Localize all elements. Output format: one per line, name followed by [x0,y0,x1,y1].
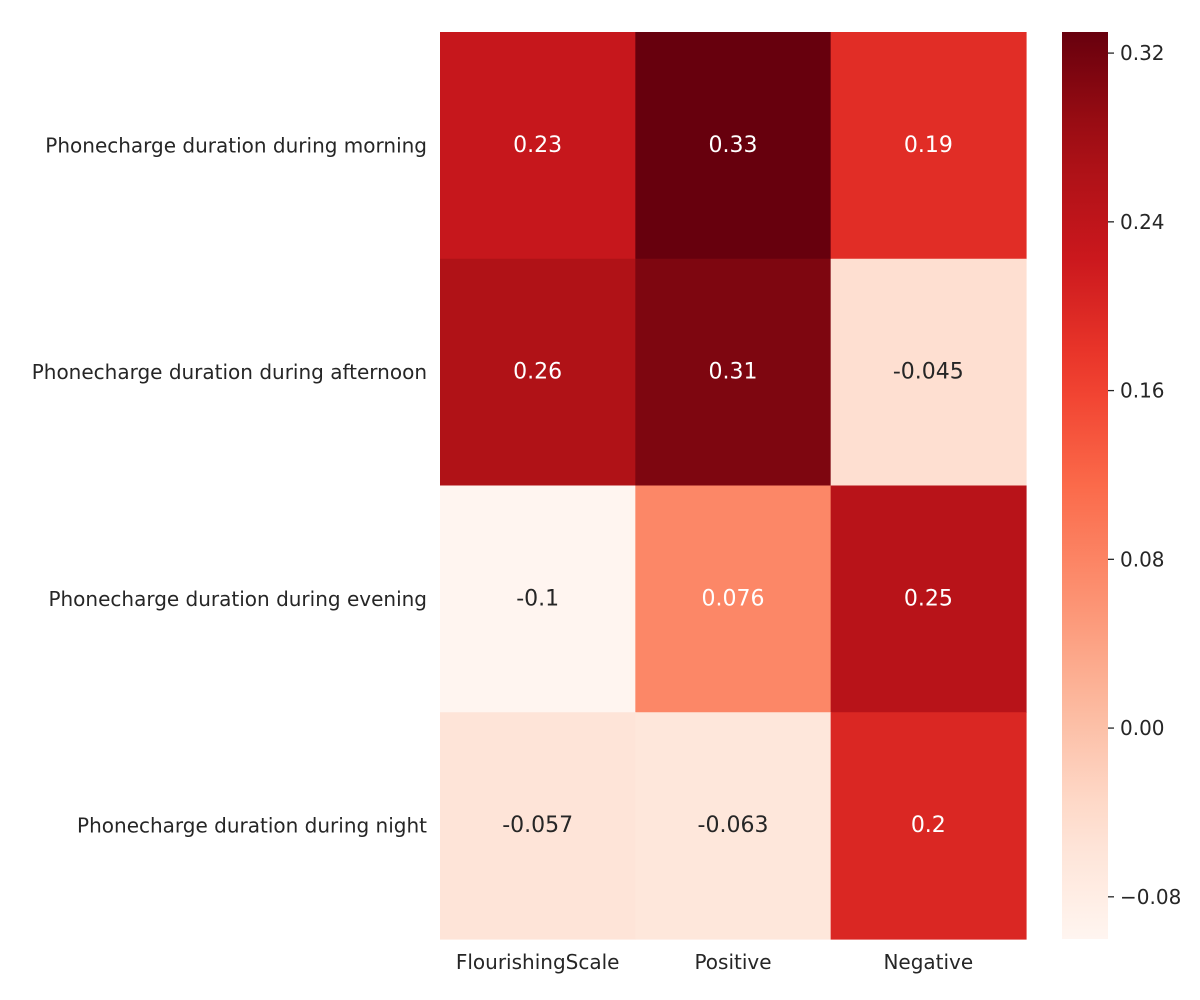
heatmap-cell [440,712,636,940]
heatmap-cell [440,485,636,713]
y-tick-label: Phonecharge duration during morning [45,133,427,157]
colorbar-tick-label: 0.08 [1120,547,1165,571]
y-tick-labels: Phonecharge duration during morning Phone… [32,133,427,837]
heatmap-cell [440,258,636,487]
colorbar-tick-label: 0.24 [1120,210,1165,234]
cell-value-label: 0.076 [702,586,765,611]
heatmap-cell [440,32,636,260]
y-tick-label: Phonecharge duration during afternoon [32,360,427,384]
cell-value-label: 0.25 [904,586,953,611]
cell-value-label: 0.19 [904,133,953,158]
heatmap-cell [830,712,1027,940]
cell-value-label: 0.26 [513,360,562,385]
heatmap-cell [830,258,1027,487]
cell-value-label: -0.063 [698,813,769,838]
y-tick-label: Phonecharge duration during night [77,814,427,838]
colorbar-tick-label: 0.32 [1120,41,1165,65]
colorbar: −0.08 0.00 0.08 0.16 0.24 0.32 [1062,32,1181,939]
colorbar-tick-label: 0.00 [1120,716,1165,740]
heatmap-cell [635,32,832,260]
x-tick-label: FlourishingScale [456,950,620,974]
cell-value-label: 0.2 [911,813,946,838]
x-tick-labels: FlourishingScale Positive Negative [456,950,973,974]
cell-value-label: -0.057 [502,813,573,838]
colorbar-tick-label: −0.08 [1120,885,1181,909]
cell-value-label: -0.045 [893,360,964,385]
heatmap-cells: 0.23 0.33 0.19 0.26 0.31 -0.045 -0.1 0.076 0.25 -… [440,32,1027,940]
heatmap-cell [635,712,832,940]
colorbar-tick-label: 0.16 [1120,379,1165,403]
y-tick-label: Phonecharge duration during evening [48,587,427,611]
heatmap-cell [635,258,832,487]
cell-value-label: 0.33 [709,133,758,158]
heatmap-cell [635,485,832,713]
heatmap-cell [830,32,1027,260]
x-tick-label: Positive [694,950,771,974]
cell-value-label: 0.23 [513,133,562,158]
colorbar-gradient [1062,32,1108,939]
x-tick-label: Negative [883,950,973,974]
cell-value-label: -0.1 [516,586,559,611]
heatmap-cell [830,485,1027,713]
cell-value-label: 0.31 [709,360,758,385]
